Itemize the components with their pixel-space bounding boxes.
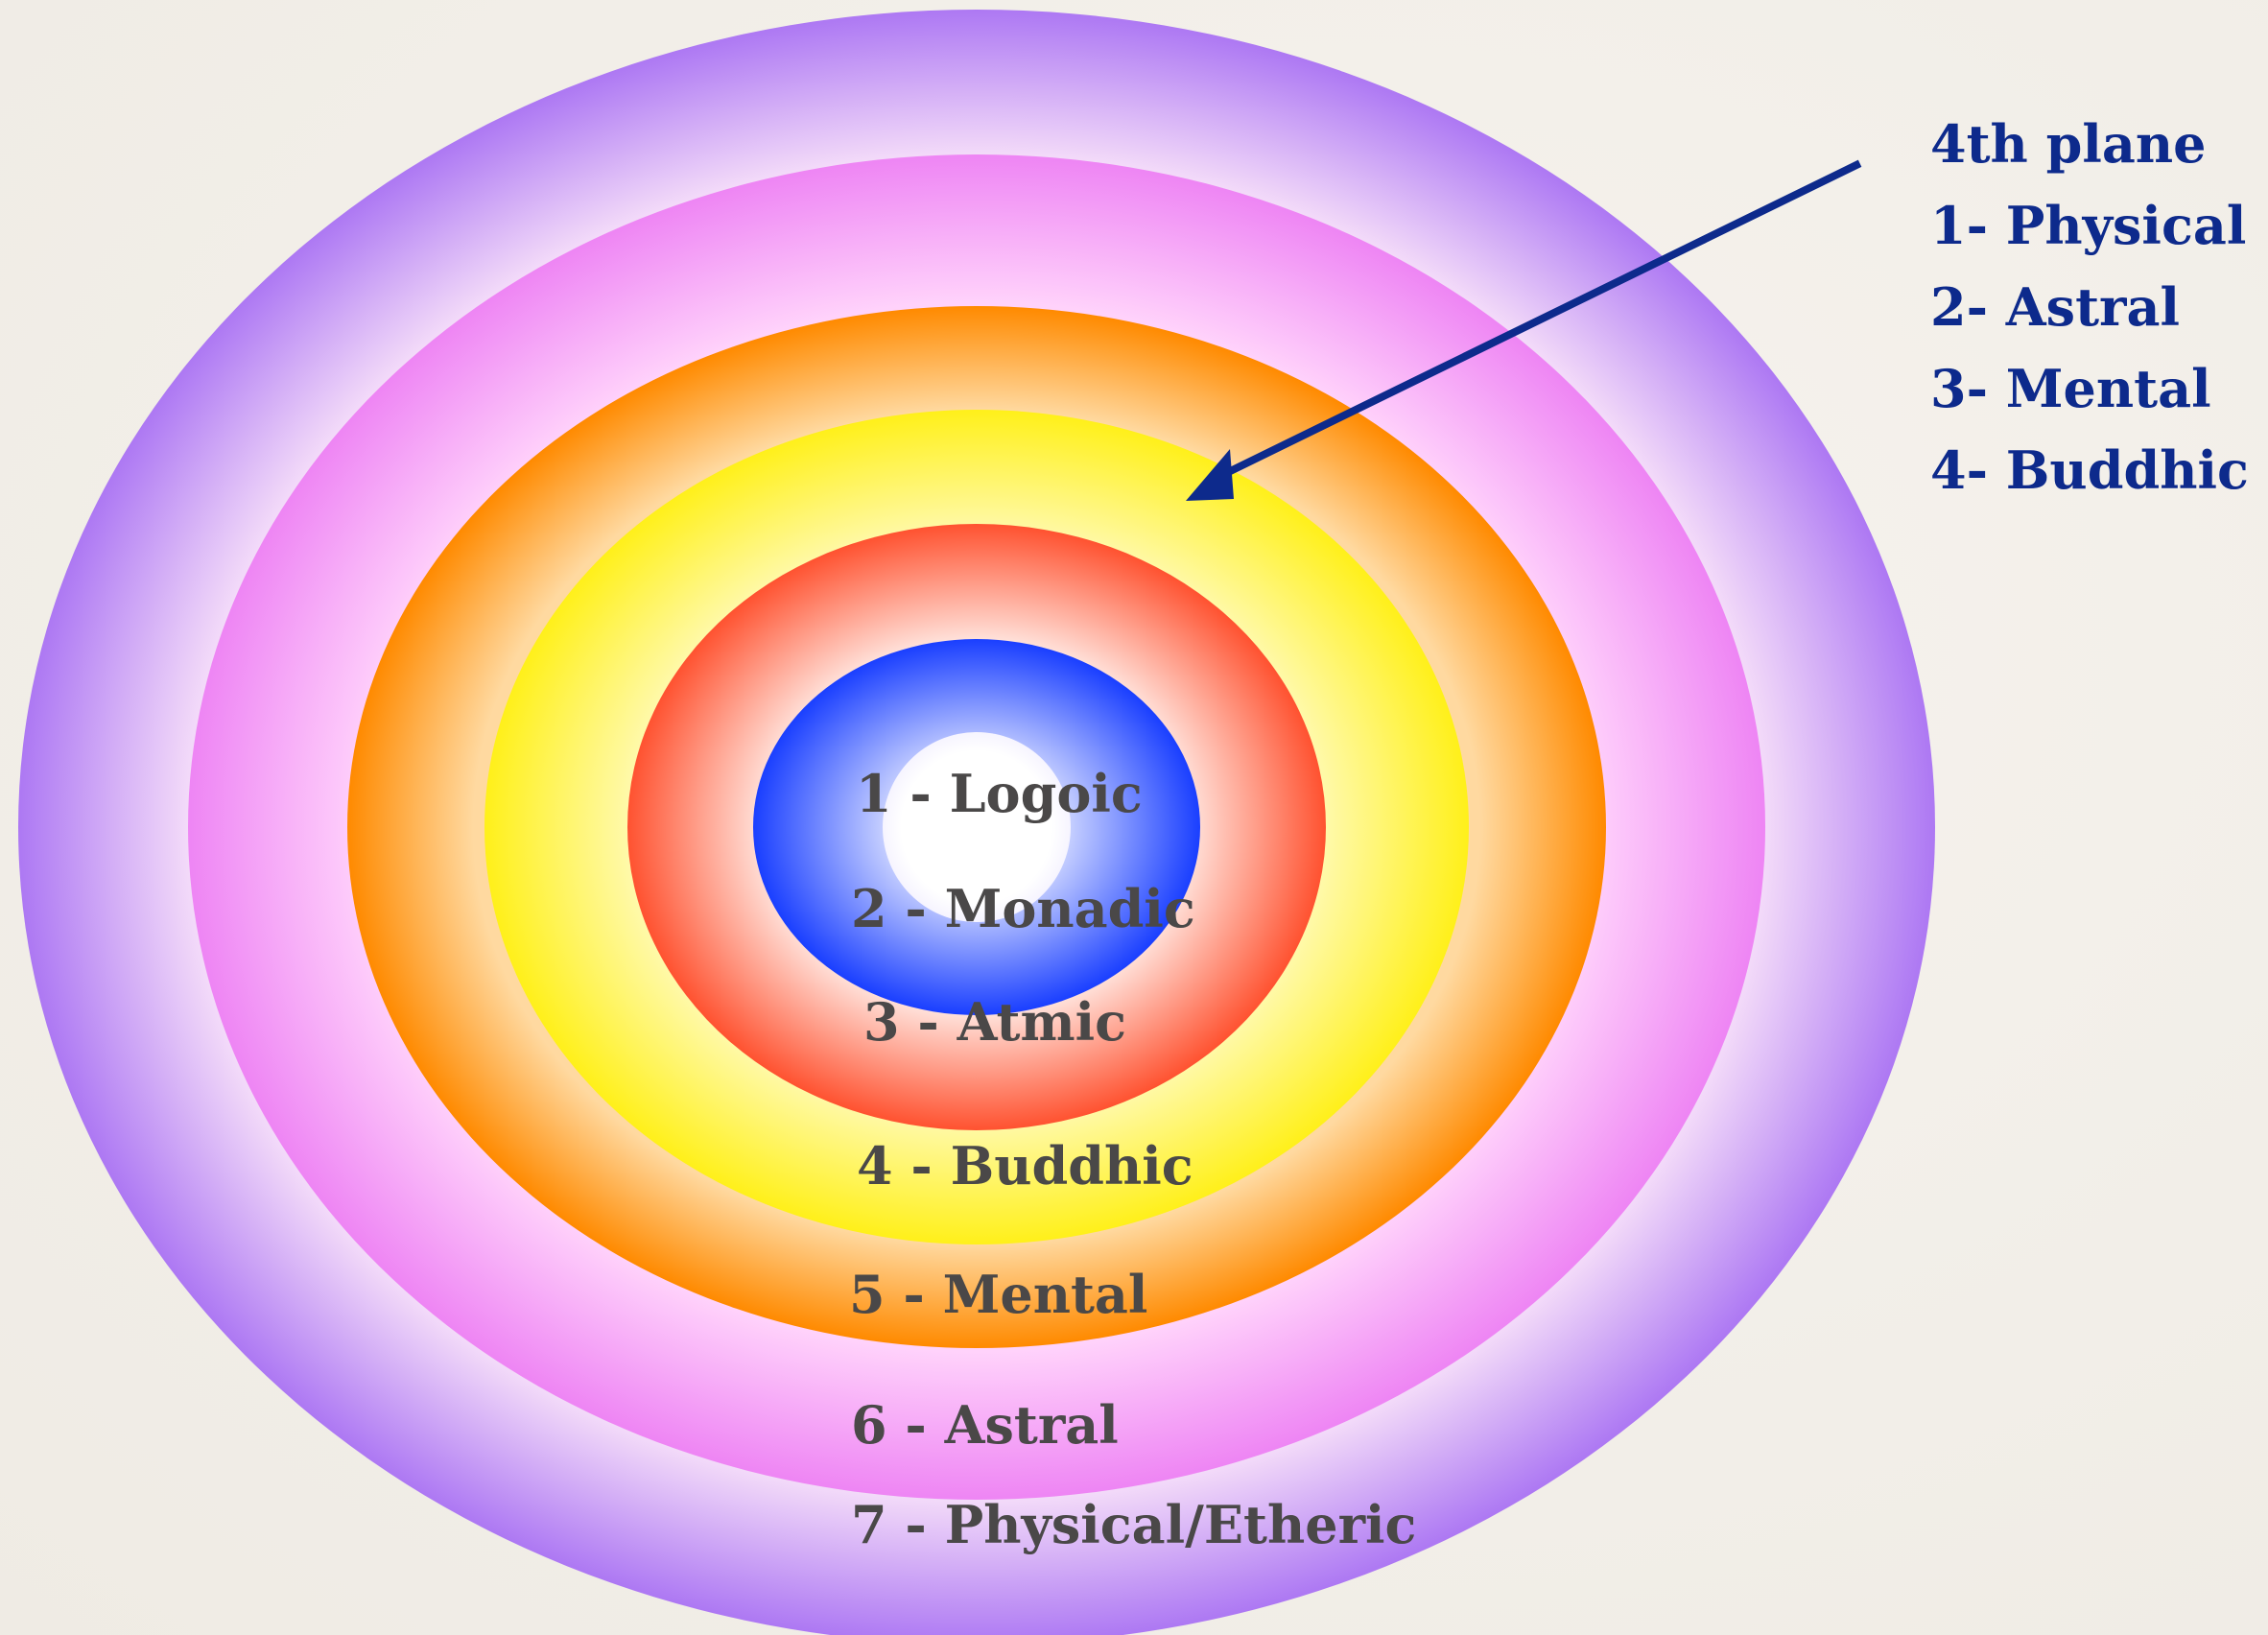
callout-arrow-shaft: [1211, 159, 1862, 484]
callout-title: 4th plane: [1930, 113, 2207, 175]
callout-arrowhead: [1186, 449, 1234, 501]
label-buddhic: 4 - Buddhic: [857, 1135, 1193, 1197]
label-atmic: 3 - Atmic: [863, 991, 1127, 1053]
label-logoic: 1 - Logoic: [856, 763, 1143, 824]
callout-item-buddhic: 4- Buddhic: [1930, 439, 2249, 501]
label-astral: 6 - Astral: [851, 1394, 1119, 1456]
callout-item-physical: 1- Physical: [1930, 195, 2247, 256]
callout-legend: 4th plane 1- Physical 2- Astral 3- Menta…: [1930, 104, 2249, 511]
label-mental: 5 - Mental: [849, 1264, 1148, 1325]
callout-item-astral: 2- Astral: [1930, 276, 2180, 338]
label-monadic: 2 - Monadic: [851, 878, 1195, 939]
label-physical-etheric: 7 - Physical/Etheric: [851, 1494, 1417, 1555]
ring-logoic: [883, 732, 1071, 922]
callout-item-mental: 3- Mental: [1930, 358, 2211, 419]
